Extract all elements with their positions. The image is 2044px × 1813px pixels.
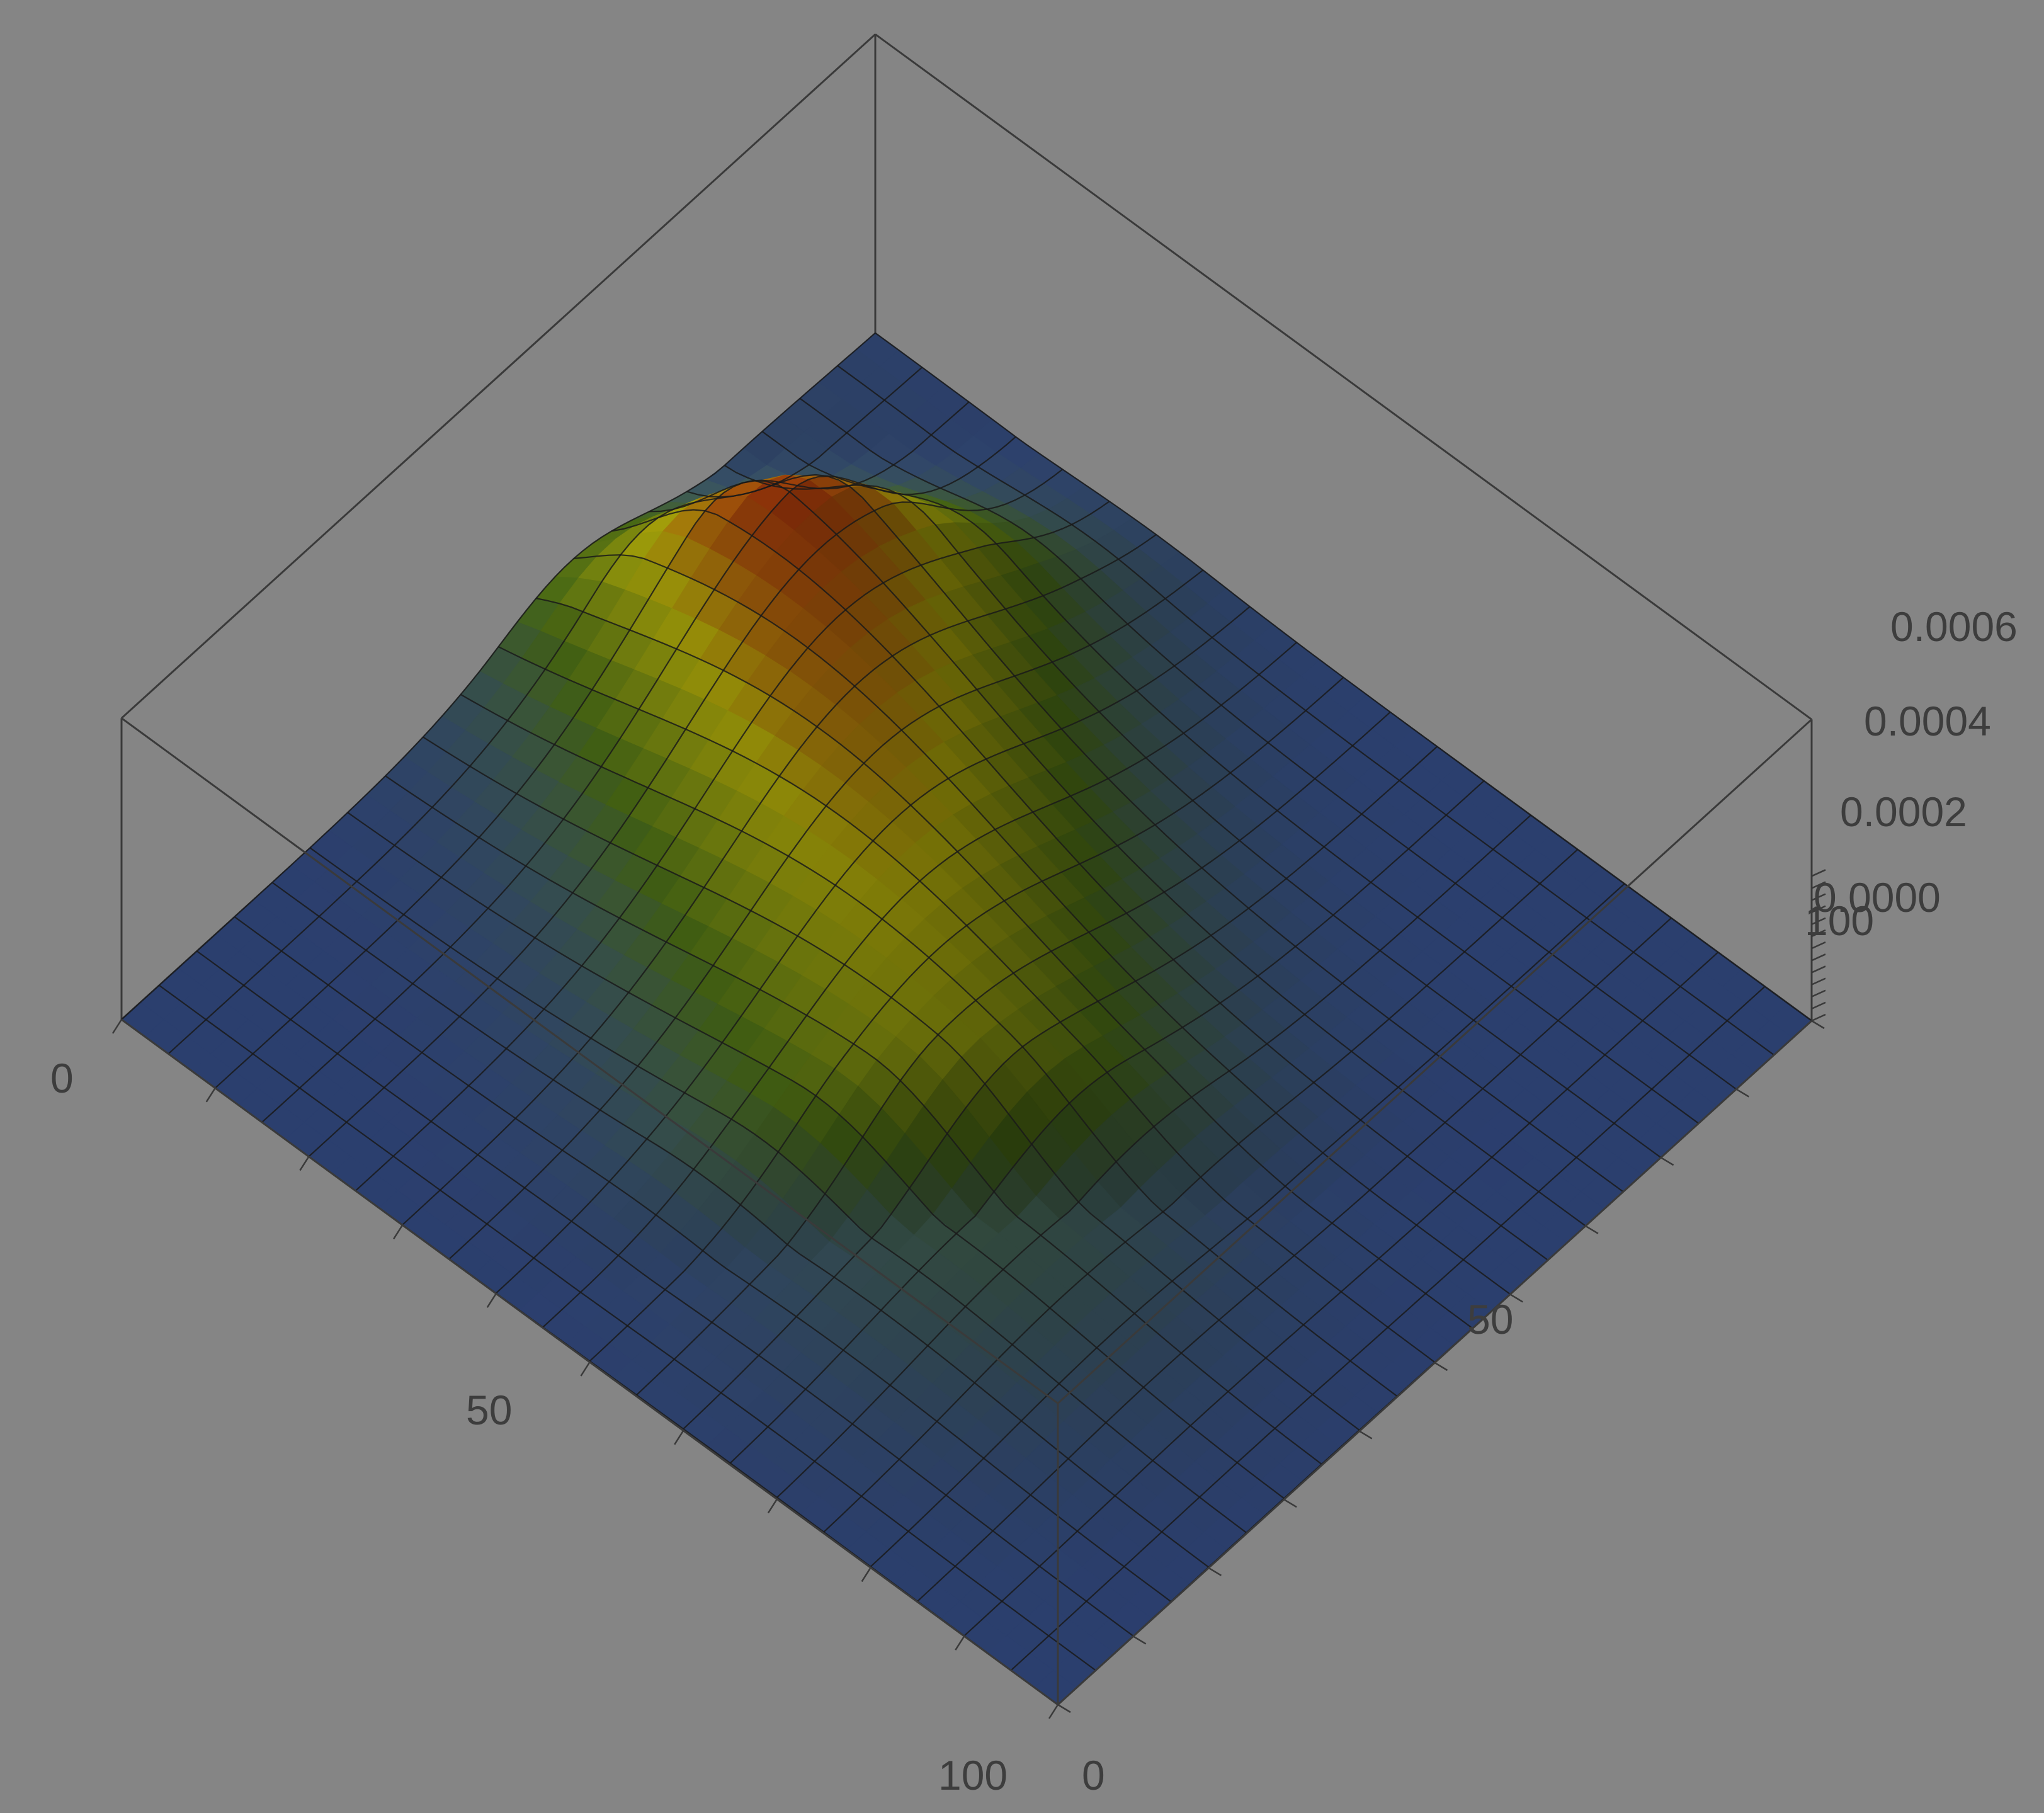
mesh-line-x <box>776 814 1531 1498</box>
mesh-line-y <box>837 365 1774 1056</box>
mesh-line-x <box>683 746 1438 1429</box>
mesh-line-x <box>870 883 1625 1567</box>
x-axis-tick <box>393 1224 404 1240</box>
z-tick-label-0002: 0.0002 <box>1840 788 1967 835</box>
mesh-line-x <box>729 780 1485 1464</box>
z-axis-tick <box>1811 941 1826 950</box>
x-axis-tick <box>486 1293 497 1308</box>
z-axis-tick <box>1811 965 1826 974</box>
y-axis-tick <box>1735 1088 1749 1098</box>
z-axis-tick <box>1811 929 1826 938</box>
x-axis-tick <box>767 1498 778 1514</box>
x-axis-tick <box>1048 1704 1059 1719</box>
mesh-line-x <box>917 917 1672 1602</box>
y-axis-tick <box>1509 1293 1523 1303</box>
z-axis-tick <box>1811 1013 1826 1022</box>
y-tick-label-50: 50 <box>1467 1296 1513 1343</box>
x-axis-tick <box>955 1635 965 1651</box>
y-axis-tick <box>1057 1703 1071 1714</box>
axis-ticks <box>111 869 1826 1719</box>
z-axis-tick <box>1811 893 1826 901</box>
z-axis-tick <box>1811 1001 1826 1009</box>
mesh-line-x <box>636 711 1391 1395</box>
mesh-line-x <box>823 849 1579 1533</box>
mesh-line-y <box>649 480 1586 1227</box>
mesh-line-y <box>498 646 1436 1363</box>
box-edge-top-right <box>875 33 1812 720</box>
x-axis-tick <box>111 1019 123 1034</box>
z-axis-tick <box>1811 989 1826 997</box>
box-edge-top-front-y <box>1057 719 1813 1404</box>
y-axis-tick <box>1585 1225 1599 1234</box>
z-axis-tick <box>1811 917 1826 926</box>
y-axis-tick <box>1811 1020 1825 1030</box>
y-axis-tick <box>1359 1430 1373 1440</box>
x-axis-tick <box>674 1430 684 1445</box>
y-tick-label-100: 100 <box>1805 897 1874 944</box>
mesh-line-y <box>875 332 1812 1021</box>
x-axis-tick <box>861 1567 872 1583</box>
mesh-line-y <box>686 474 1624 1193</box>
mesh-line-y <box>761 431 1700 1124</box>
mesh-line-y <box>574 554 1511 1295</box>
box-edge-top-left <box>120 33 877 719</box>
mesh-line-y <box>724 465 1662 1159</box>
z-tick-label-0004: 0.0004 <box>1864 698 1991 744</box>
y-axis-tick <box>1208 1567 1222 1576</box>
mesh-line-y <box>536 598 1473 1329</box>
y-axis-tick <box>1660 1157 1674 1166</box>
x-tick-label-100: 100 <box>938 1752 1008 1799</box>
mesh-line-x <box>1010 986 1766 1671</box>
z-tick-label-0006: 0.0006 <box>1890 603 2018 650</box>
x-axis-tick <box>299 1156 310 1171</box>
y-axis-tick <box>1434 1361 1448 1372</box>
mesh-line-y <box>799 397 1737 1090</box>
y-axis-tick <box>1133 1635 1147 1645</box>
z-tick-label-0: 0.0000 <box>1814 874 1941 921</box>
y-axis-tick <box>1283 1499 1297 1508</box>
surface-mesh <box>121 332 1812 1705</box>
box-edge-top-front-x <box>121 717 1059 1404</box>
y-tick-label-0: 0 <box>1082 1752 1105 1799</box>
z-axis-tick <box>1811 953 1826 962</box>
mesh-line-y <box>611 509 1548 1261</box>
x-tick-label-50: 50 <box>466 1387 512 1433</box>
z-axis-tick <box>1811 869 1826 877</box>
z-axis-tick <box>1811 977 1826 986</box>
x-axis-tick <box>205 1088 216 1103</box>
x-tick-label-0: 0 <box>50 1055 74 1101</box>
z-axis-tick <box>1811 905 1826 913</box>
mesh-line-x <box>963 952 1719 1637</box>
z-axis-tick <box>1811 881 1826 889</box>
x-axis-tick <box>580 1361 591 1377</box>
